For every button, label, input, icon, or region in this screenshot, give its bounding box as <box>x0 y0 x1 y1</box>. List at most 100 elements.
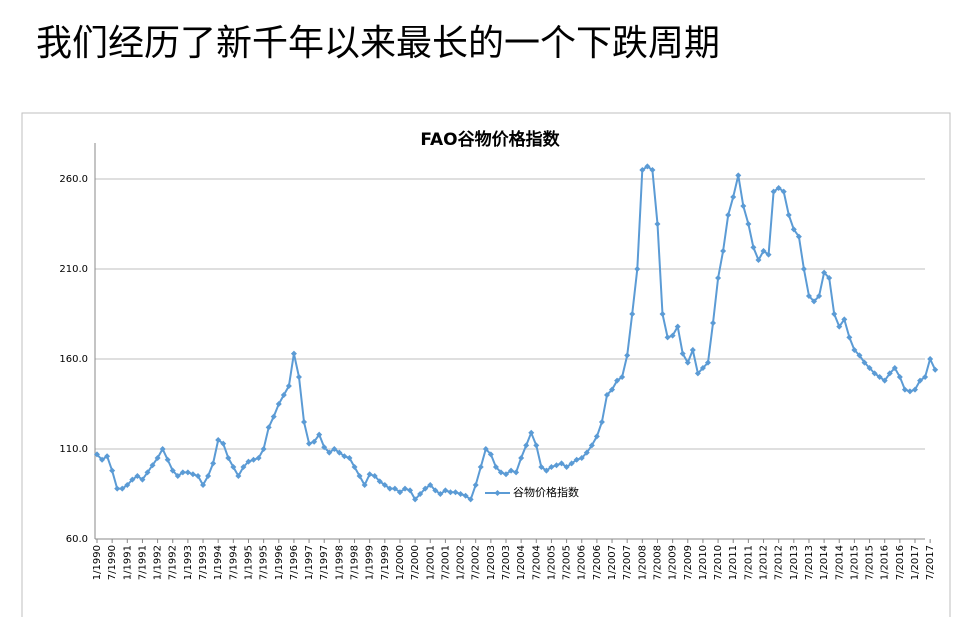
x-tick-label: 7/2010 <box>713 545 724 580</box>
data-point <box>568 460 575 467</box>
data-point <box>407 487 414 494</box>
data-point <box>725 212 732 218</box>
data-point <box>275 401 282 407</box>
data-point <box>906 388 913 395</box>
data-point <box>609 386 616 393</box>
x-tick-label: 7/1994 <box>228 545 239 580</box>
data-point <box>417 491 424 497</box>
data-point <box>114 485 121 492</box>
x-tick-label: 1/2014 <box>819 545 830 580</box>
x-tick-label: 7/2000 <box>410 545 421 580</box>
data-point <box>225 455 232 461</box>
data-point <box>422 485 429 492</box>
data-point <box>396 489 403 496</box>
data-point <box>503 471 509 478</box>
x-tick-label: 1/2016 <box>880 545 891 580</box>
data-point <box>144 469 151 476</box>
data-point <box>336 449 343 456</box>
data-point <box>881 377 888 384</box>
data-point <box>886 370 893 377</box>
data-point <box>836 323 843 330</box>
data-point <box>220 440 227 447</box>
y-tick-label: 260.0 <box>59 174 88 185</box>
data-point <box>750 244 757 251</box>
data-point <box>356 473 363 479</box>
x-tick-label: 7/2008 <box>652 545 663 580</box>
data-point <box>174 473 181 479</box>
data-point <box>306 440 313 447</box>
data-point <box>694 370 701 377</box>
data-point <box>104 453 111 460</box>
x-tick-label: 1/1999 <box>365 545 376 580</box>
data-point <box>280 392 287 398</box>
x-tick-label: 1/2015 <box>849 545 860 580</box>
x-tick-label: 1/1997 <box>304 545 315 580</box>
data-point <box>230 464 237 470</box>
data-point <box>462 492 469 499</box>
x-tick-label: 1/2000 <box>395 545 406 580</box>
data-point <box>285 383 292 389</box>
data-point <box>351 464 358 470</box>
data-point <box>260 446 267 452</box>
data-point <box>134 473 141 479</box>
data-point <box>588 442 595 449</box>
data-point <box>669 332 676 339</box>
data-point <box>432 487 439 494</box>
data-point <box>603 392 610 398</box>
legend-marker <box>494 490 501 496</box>
x-tick-label: 7/2014 <box>834 545 845 580</box>
x-tick-label: 7/2002 <box>471 545 482 580</box>
data-point <box>513 469 520 476</box>
data-point <box>715 275 722 281</box>
data-point <box>295 374 302 380</box>
data-point <box>437 491 444 497</box>
x-tick-label: 1/2007 <box>607 545 618 580</box>
data-point <box>533 442 540 449</box>
data-point <box>856 352 863 359</box>
data-point <box>245 458 252 465</box>
data-point <box>558 460 565 467</box>
data-point <box>402 485 409 492</box>
data-point <box>210 460 217 467</box>
data-point <box>240 464 247 470</box>
x-tick-label: 1/2001 <box>425 545 436 580</box>
data-point <box>452 489 459 496</box>
data-point <box>805 293 812 299</box>
data-point <box>583 449 590 456</box>
x-tick-label: 7/2006 <box>592 545 603 580</box>
data-point <box>508 467 515 474</box>
data-point <box>538 464 545 470</box>
x-tick-label: 1/2012 <box>759 545 770 580</box>
data-point <box>573 456 580 463</box>
data-point <box>917 377 924 384</box>
data-point <box>482 446 489 452</box>
x-tick-label: 7/2001 <box>440 545 451 580</box>
data-point <box>366 471 373 478</box>
data-point <box>614 377 621 384</box>
chart-title: FAO谷物价格指数 <box>420 129 560 150</box>
data-point <box>543 467 550 474</box>
data-point <box>649 167 656 173</box>
x-tick-label: 1/2008 <box>637 545 648 580</box>
data-point <box>598 419 605 425</box>
data-point <box>250 456 257 463</box>
data-point <box>740 203 747 209</box>
data-point <box>785 212 792 218</box>
data-point <box>775 185 782 191</box>
x-tick-label: 7/1993 <box>198 545 209 580</box>
x-tick-label: 7/2016 <box>895 545 906 580</box>
x-tick-label: 7/1998 <box>350 545 361 580</box>
data-point <box>528 429 535 436</box>
x-tick-label: 1/2009 <box>668 545 679 580</box>
data-point <box>99 456 106 463</box>
data-point <box>346 455 353 461</box>
x-tick-label: 1/2010 <box>698 545 709 580</box>
data-point <box>311 438 318 445</box>
x-tick-label: 7/1992 <box>168 545 179 580</box>
data-point <box>265 424 272 431</box>
data-point <box>871 370 878 377</box>
data-point <box>169 467 176 474</box>
x-tick-label: 1/2017 <box>910 545 921 580</box>
data-point <box>679 350 686 357</box>
